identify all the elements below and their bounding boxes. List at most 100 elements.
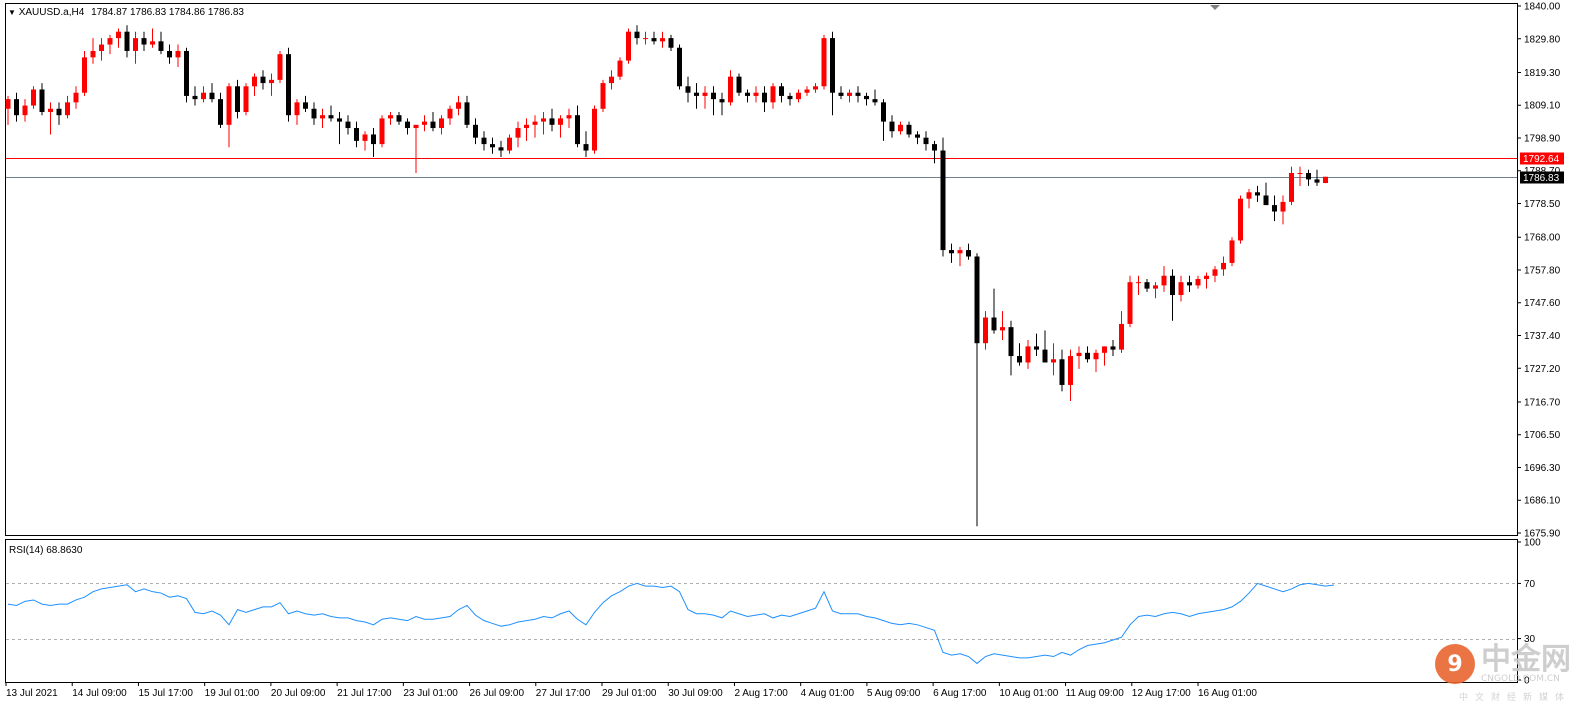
candle-body xyxy=(1025,346,1031,363)
time-axis-label: 29 Jul 01:00 xyxy=(602,688,657,699)
candle-body xyxy=(430,121,436,129)
price-axis-label: 1798.90 xyxy=(1524,133,1561,144)
time-axis-label: 23 Jul 01:00 xyxy=(403,688,458,699)
candle-body xyxy=(949,250,954,254)
candle-body xyxy=(541,118,546,122)
price-tags: 1792.64 1786.83 xyxy=(1520,152,1564,184)
candle-body xyxy=(1280,201,1286,212)
price-axis-label: 1809.10 xyxy=(1524,101,1561,112)
candle-body xyxy=(371,134,376,145)
candle-body xyxy=(422,121,427,125)
candle-body xyxy=(677,47,682,87)
candle-body xyxy=(1263,195,1269,206)
time-axis-label: 15 Jul 17:00 xyxy=(138,688,193,699)
price-axis-label: 1757.80 xyxy=(1524,265,1561,276)
time-axis-label: 30 Jul 09:00 xyxy=(668,688,723,699)
candles-layer xyxy=(5,25,1328,527)
candle-body xyxy=(1178,282,1184,296)
candle-body xyxy=(99,44,104,51)
candle-body xyxy=(354,128,359,141)
candle-body xyxy=(235,86,240,112)
candle-body xyxy=(413,124,419,129)
candle-body xyxy=(1153,285,1158,289)
time-axis: 13 Jul 2021 14 Jul 09:00 15 Jul 17:00 19 Ju… xyxy=(5,682,1257,699)
candle-body xyxy=(855,92,861,96)
candle-body xyxy=(1289,172,1294,202)
time-axis-label: 4 Aug 01:00 xyxy=(801,688,855,699)
chart-symbol-header: ▼ XAUUSD.a,H4 1784.87 1786.83 1784.86 17… xyxy=(8,7,244,18)
dropdown-triangle-icon[interactable]: ▼ xyxy=(8,8,16,17)
time-axis-label: 20 Jul 09:00 xyxy=(271,688,326,699)
candle-body xyxy=(685,86,691,93)
time-axis-label: 21 Jul 17:00 xyxy=(337,688,392,699)
candle-body xyxy=(974,256,980,344)
time-axis-label: 6 Aug 17:00 xyxy=(933,688,987,699)
candle-body xyxy=(1042,349,1048,363)
ohlc-readout: 1784.87 1786.83 1784.86 1786.83 xyxy=(91,7,244,18)
price-axis-label: 1840.00 xyxy=(1524,2,1561,13)
watermark-name: 中金网 xyxy=(1481,641,1571,677)
candle-body xyxy=(73,92,79,103)
candle-body xyxy=(388,115,393,119)
candle-body xyxy=(1000,327,1005,331)
candle-body xyxy=(277,54,283,80)
candle-body xyxy=(1238,198,1243,241)
scroll-shift-marker-icon[interactable] xyxy=(1210,5,1220,10)
time-axis-label: 14 Jul 09:00 xyxy=(72,688,127,699)
candle-body xyxy=(881,102,886,122)
candle-body xyxy=(260,76,266,84)
price-axis-label: 1747.60 xyxy=(1524,298,1561,309)
candle-body xyxy=(694,92,699,96)
time-axis-label: 27 Jul 17:00 xyxy=(536,688,591,699)
candle-body xyxy=(116,31,121,39)
candle-body xyxy=(804,89,810,93)
candle-body xyxy=(303,102,308,109)
candle-body xyxy=(82,57,87,93)
candle-body xyxy=(473,124,478,138)
cngold-logo-icon: 9 xyxy=(1435,644,1475,684)
candle-body xyxy=(1246,192,1252,199)
candle-body xyxy=(847,92,852,96)
candle-body xyxy=(1195,278,1201,286)
candle-body xyxy=(1136,282,1141,284)
candle-body xyxy=(48,108,53,112)
candle-body xyxy=(617,60,623,77)
candle-body xyxy=(243,86,249,112)
cngold-watermark: 9 中金网 CNGOLD.COM.CN 中文财经新媒体 xyxy=(1435,641,1571,702)
candle-body xyxy=(1272,205,1277,212)
candle-body xyxy=(1255,192,1260,196)
candle-body xyxy=(1085,352,1090,360)
candle-body xyxy=(932,144,937,151)
symbol-label: XAUUSD.a,H4 xyxy=(18,7,85,18)
candle-body xyxy=(175,50,181,58)
horizontal-lines xyxy=(6,158,1517,178)
candle-body xyxy=(1093,352,1099,360)
candle-body xyxy=(337,118,342,122)
candle-body xyxy=(592,108,597,151)
candle-body xyxy=(609,76,614,84)
watermark-domain: CNGOLD.COM.CN xyxy=(1481,673,1560,684)
candle-body xyxy=(575,115,580,145)
candle-body xyxy=(184,50,189,96)
price-tag-label: 1792.64 xyxy=(1523,154,1560,165)
candle-body xyxy=(345,121,351,129)
candle-body xyxy=(1297,172,1303,174)
candle-body xyxy=(328,115,334,119)
rsi-layer xyxy=(6,582,1517,665)
rsi-axis-label: 30 xyxy=(1524,634,1536,645)
rsi-axis-label: 100 xyxy=(1524,538,1541,549)
candle-body xyxy=(31,89,36,106)
candle-body xyxy=(65,102,70,116)
candle-body xyxy=(379,118,385,145)
candle-body xyxy=(762,92,767,103)
candle-body xyxy=(150,41,155,45)
candle-body xyxy=(711,92,716,100)
candle-body xyxy=(396,115,402,122)
candle-body xyxy=(728,76,733,103)
candle-body xyxy=(1170,275,1175,296)
candle-body xyxy=(736,76,742,93)
candle-body xyxy=(991,317,997,331)
candle-body xyxy=(90,50,96,58)
candle-body xyxy=(864,95,869,100)
